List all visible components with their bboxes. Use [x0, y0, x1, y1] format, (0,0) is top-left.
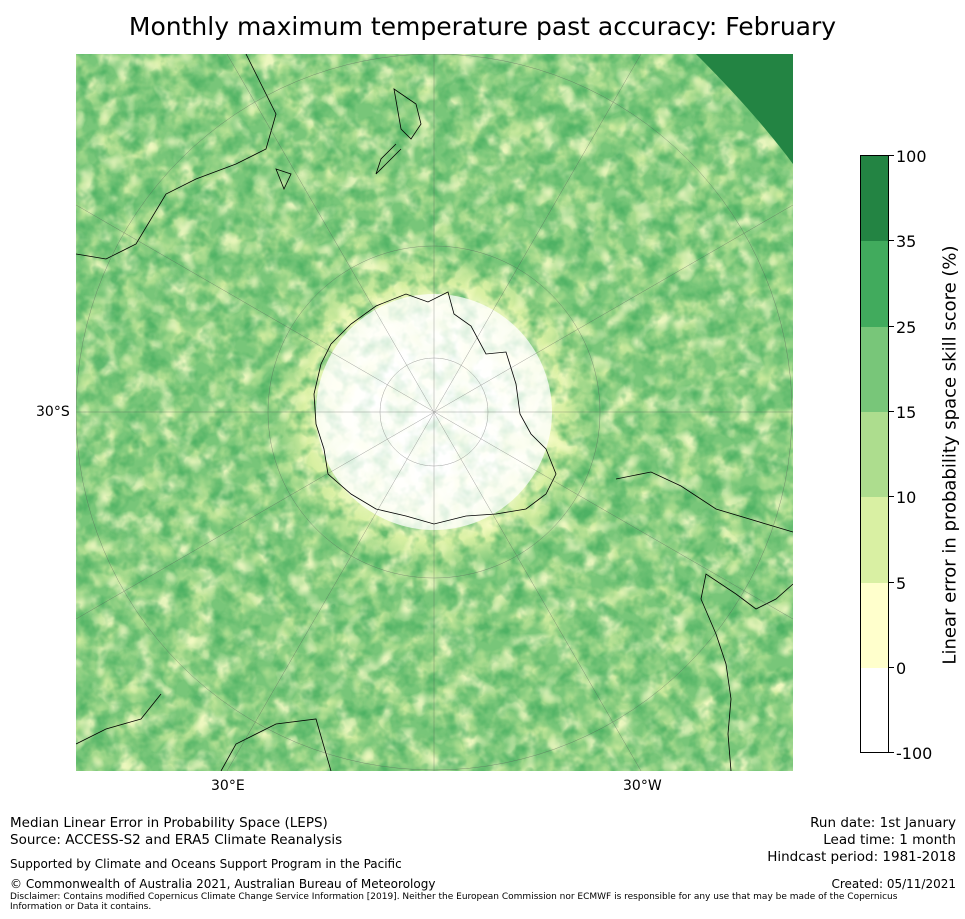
colorbar-tickmark [889, 496, 894, 497]
colorbar-tickmark [889, 582, 894, 583]
colorbar-tick-label: 10 [896, 488, 917, 507]
footer-created: Created: 05/11/2021 [831, 877, 956, 891]
new-zealand-coastline [375, 88, 422, 175]
colorbar-segment-10-15 [861, 412, 888, 497]
footer-lead-time: Lead time: 1 month [823, 832, 956, 848]
footer-copyright: © Commonwealth of Australia 2021, Austra… [10, 877, 436, 891]
map-title: Monthly maximum temperature past accurac… [128, 12, 837, 41]
colorbar-tick-label: 5 [896, 574, 907, 593]
footer-disclaimer: Disclaimer: Contains modified Copernicus… [10, 892, 898, 912]
colorbar-segment-neg100-0 [861, 668, 888, 752]
colorbar-tickmark [889, 155, 894, 156]
colorbar-tickmark [889, 752, 894, 753]
latitude-label-30s: 30°S [36, 404, 70, 420]
colorbar-tickmark [889, 240, 894, 241]
colorbar-tickmark [889, 667, 894, 668]
colorbar-segment-5-10 [861, 497, 888, 583]
footer-hindcast: Hindcast period: 1981-2018 [767, 849, 956, 865]
colorbar-segment-0-5 [861, 583, 888, 668]
longitude-label-30w: 30°W [623, 778, 662, 794]
skill-score-map [76, 54, 793, 771]
colorbar-tickmark [889, 326, 894, 327]
africa-coastline [76, 693, 332, 771]
footer-source: Source: ACCESS-S2 and ERA5 Climate Reana… [10, 832, 343, 848]
colorbar-tick-label: -100 [896, 744, 933, 763]
footer-run-date: Run date: 1st January [810, 815, 956, 831]
colorbar-tick-label: 100 [896, 147, 927, 166]
colorbar-tick-label: 15 [896, 403, 917, 422]
colorbar-tick-label: 0 [896, 659, 907, 678]
colorbar-tickmark [889, 411, 894, 412]
graticule [76, 54, 793, 771]
colorbar [860, 155, 889, 753]
colorbar-segment-15-25 [861, 327, 888, 412]
australia-coastline [76, 54, 292, 260]
south-america-coastline [615, 471, 793, 771]
footer-method: Median Linear Error in Probability Space… [10, 815, 328, 831]
corner-dark-green [696, 54, 793, 164]
colorbar-tick-label: 25 [896, 318, 917, 337]
colorbar-segment-35-100 [861, 156, 888, 241]
antarctica-coastline [313, 291, 557, 525]
colorbar-tick-label: 35 [896, 232, 917, 251]
colorbar-segment-25-35 [861, 241, 888, 327]
colorbar-label: Linear error in probability space skill … [939, 245, 961, 665]
footer-support: Supported by Climate and Oceans Support … [10, 857, 402, 871]
longitude-label-30e: 30°E [211, 778, 245, 794]
